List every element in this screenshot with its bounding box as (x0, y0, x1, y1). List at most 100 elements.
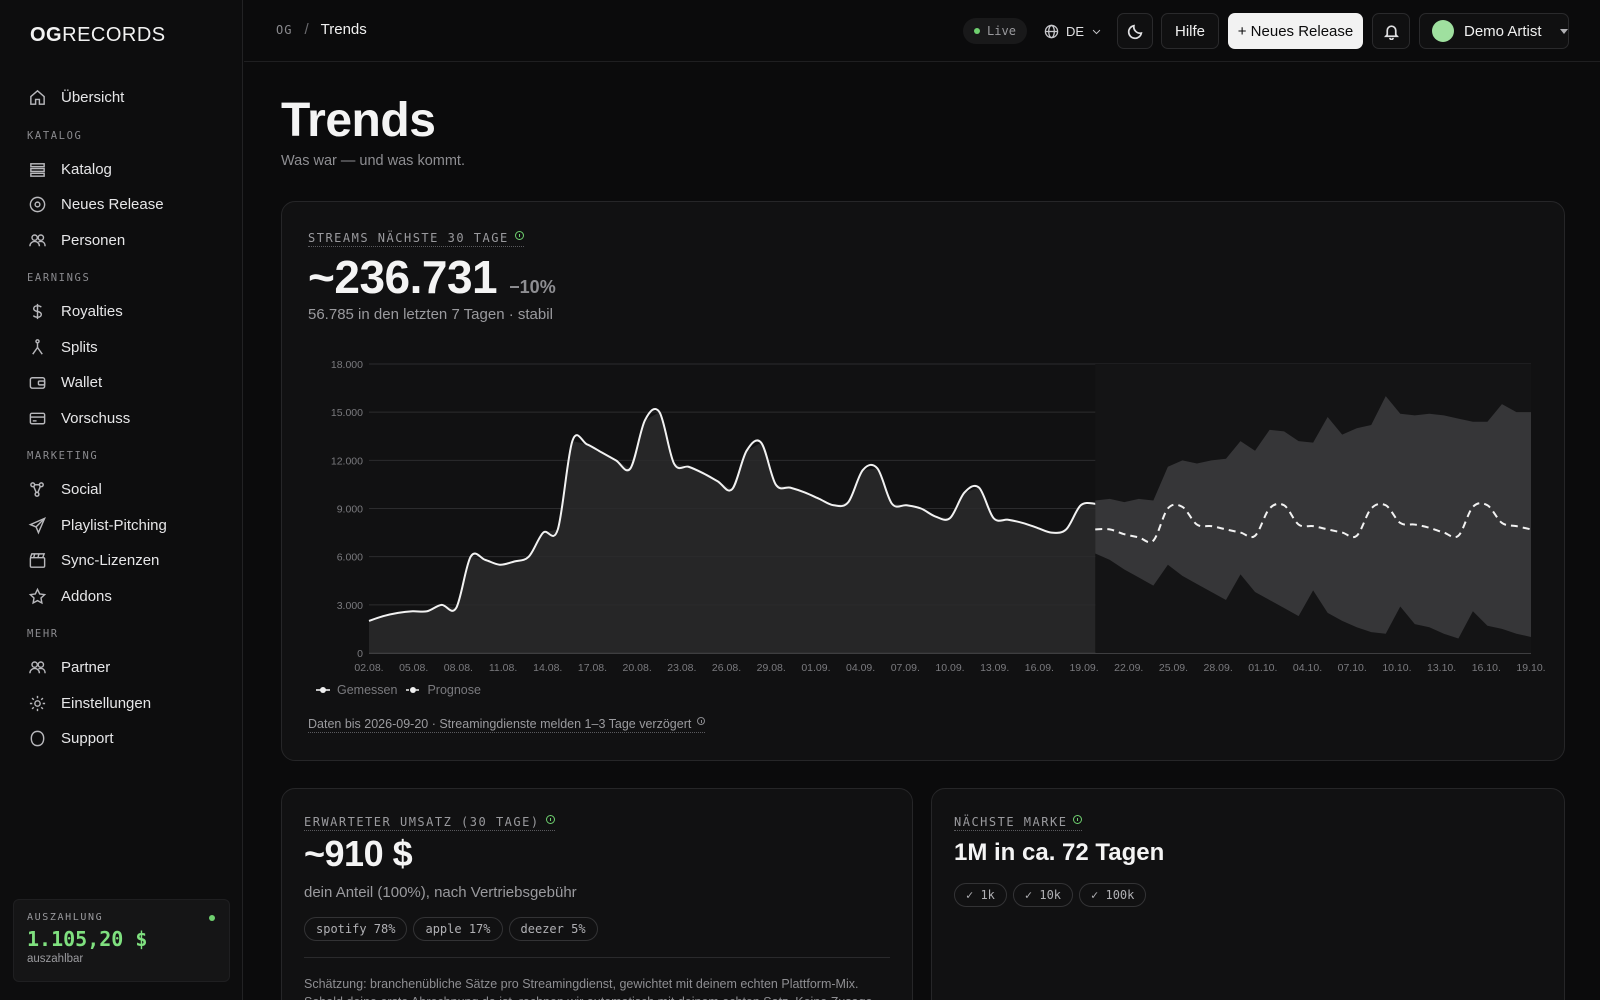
sidebar-item-label: Support (61, 730, 114, 748)
x-tick-label: 07.10. (1338, 662, 1367, 674)
breadcrumb-root[interactable]: OG (276, 22, 293, 37)
moon-icon (1127, 24, 1142, 39)
x-tick-label: 16.09. (1025, 662, 1054, 674)
sidebar: OGRECORDS Übersicht KATALOG Katalog Neues R… (0, 0, 243, 1000)
x-tick-label: 08.08. (444, 662, 473, 674)
x-tick-label: 14.08. (533, 662, 562, 674)
y-tick-label: 3.000 (337, 600, 363, 612)
artist-menu[interactable]: Demo Artist (1419, 13, 1569, 49)
partner-icon (27, 658, 47, 678)
card-icon (27, 408, 47, 428)
theme-toggle-button[interactable] (1117, 13, 1153, 49)
sidebar-item-partner[interactable]: Partner (0, 650, 243, 686)
sidebar-item-wallet[interactable]: Wallet (0, 365, 243, 401)
milestone-value: 1M in ca. 72 Tagen (954, 839, 1165, 866)
revenue-label[interactable]: ERWARTETER UMSATZ (30 TAGE) (304, 814, 555, 831)
info-icon (545, 814, 555, 824)
x-tick-label: 07.09. (891, 662, 920, 674)
x-tick-label: 16.10. (1472, 662, 1501, 674)
sidebar-item-neues-release[interactable]: Neues Release (0, 187, 243, 223)
sidebar-item-addons[interactable]: Addons (0, 579, 243, 615)
streams-delta: −10% (509, 277, 556, 297)
measured-line (368, 408, 1096, 622)
x-tick-label: 20.08. (623, 662, 652, 674)
payout-sub: auszahlbar (27, 953, 84, 965)
share-icon (27, 480, 47, 500)
data-footnote[interactable]: Daten bis 2026-09-20 · Streamingdienste … (308, 717, 706, 733)
sidebar-item-support[interactable]: Support (0, 721, 243, 757)
milestone-badges: ✓ 1k ✓ 10k ✓ 100k (954, 883, 1152, 907)
x-tick-label: 01.09. (801, 662, 830, 674)
y-tick-label: 12.000 (331, 455, 363, 467)
x-tick-label: 22.09. (1114, 662, 1143, 674)
streams-sub: 56.785 in den letzten 7 Tagen · stabil (308, 306, 553, 323)
revenue-sub: dein Anteil (100%), nach Vertriebsgebühr (304, 884, 577, 901)
sidebar-item-social[interactable]: Social (0, 472, 243, 508)
sidebar-item-vorschuss[interactable]: Vorschuss (0, 401, 243, 437)
language-select[interactable]: DE (1044, 18, 1102, 44)
logo[interactable]: OGRECORDS (30, 24, 166, 46)
sidebar-item-label: Katalog (61, 160, 112, 178)
new-release-button[interactable]: + Neues Release (1228, 13, 1363, 49)
help-button[interactable]: Hilfe (1161, 13, 1219, 49)
sidebar-section-heading: MARKETING (27, 450, 99, 462)
pill-badge: ✓ 100k (1079, 883, 1147, 907)
x-tick-label: 01.10. (1248, 662, 1277, 674)
x-tick-label: 10.10. (1382, 662, 1411, 674)
sidebar-item-label: Splits (61, 338, 98, 356)
forecast-confidence-band (1095, 396, 1531, 639)
sidebar-item-label: Neues Release (61, 196, 164, 214)
revenue-card: ERWARTETER UMSATZ (30 TAGE) ~910 $ dein … (281, 788, 913, 1000)
x-tick-label: 19.09. (1069, 662, 1098, 674)
catalog-icon (27, 159, 47, 179)
page-title: Trends (281, 94, 436, 147)
x-tick-label: 29.08. (757, 662, 786, 674)
legend-measured[interactable]: Gemessen (315, 683, 397, 697)
live-label: Live (987, 24, 1016, 38)
chart-legend: Gemessen Prognose (315, 683, 481, 697)
sidebar-section-heading: EARNINGS (27, 272, 91, 284)
y-tick-label: 9.000 (337, 504, 363, 516)
divider (304, 957, 890, 958)
sidebar-item-personen[interactable]: Personen (0, 223, 243, 259)
sidebar-item-royalties[interactable]: Royalties (0, 294, 243, 330)
x-tick-label: 25.09. (1159, 662, 1188, 674)
sidebar-nav: Übersicht KATALOG Katalog Neues Release Pers… (0, 80, 243, 757)
payout-widget[interactable]: AUSZAHLUNG 1.105,20 $ auszahlbar (13, 899, 230, 982)
dollar-icon (27, 302, 47, 322)
sidebar-item-playlist-pitching[interactable]: Playlist-Pitching (0, 508, 243, 544)
x-tick-label: 17.08. (578, 662, 607, 674)
sidebar-item-label: Wallet (61, 374, 103, 392)
sidebar-section-heading: MEHR (27, 628, 59, 640)
sidebar-item-splits[interactable]: Splits (0, 330, 243, 366)
x-tick-label: 13.09. (980, 662, 1009, 674)
legend-forecast-label: Prognose (427, 683, 481, 697)
milestone-card: NÄCHSTE MARKE 1M in ca. 72 Tagen ✓ 1k ✓ 1… (931, 788, 1565, 1000)
x-tick-label: 11.08. (489, 662, 517, 674)
y-tick-label: 0 (357, 648, 363, 660)
sidebar-section-heading: KATALOG (27, 129, 83, 142)
x-tick-label: 10.09. (935, 662, 964, 674)
legend-forecast[interactable]: Prognose (405, 683, 481, 697)
sidebar-item-sync-lizenzen[interactable]: Sync-Lizenzen (0, 543, 243, 579)
streams-label[interactable]: STREAMS NÄCHSTE 30 TAGE (308, 230, 524, 247)
y-tick-label: 18.000 (331, 359, 363, 371)
avatar (1432, 20, 1454, 42)
sidebar-item-label: Einstellungen (61, 694, 152, 712)
artist-name: Demo Artist (1464, 22, 1542, 40)
send-icon (27, 515, 47, 535)
notifications-button[interactable] (1372, 13, 1410, 49)
sidebar-item-katalog[interactable]: Katalog (0, 152, 243, 188)
language-label: DE (1066, 23, 1085, 39)
milestone-label[interactable]: NÄCHSTE MARKE (954, 814, 1083, 831)
sidebar-item-übersicht[interactable]: Übersicht (0, 80, 243, 116)
x-tick-label: 02.08. (354, 662, 383, 674)
breadcrumb-separator: / (304, 21, 309, 38)
breadcrumb: OG / Trends (276, 21, 367, 38)
sidebar-item-label: Personen (61, 231, 126, 249)
globe-icon (1044, 24, 1059, 38)
sidebar-item-einstellungen[interactable]: Einstellungen (0, 686, 243, 722)
payout-amount: 1.105,20 $ (27, 927, 148, 951)
streams-chart: 0 3.000 6.000 9.000 12.000 15.000 18.000 02.08.… (331, 359, 1546, 674)
payout-status-dot (209, 915, 215, 921)
